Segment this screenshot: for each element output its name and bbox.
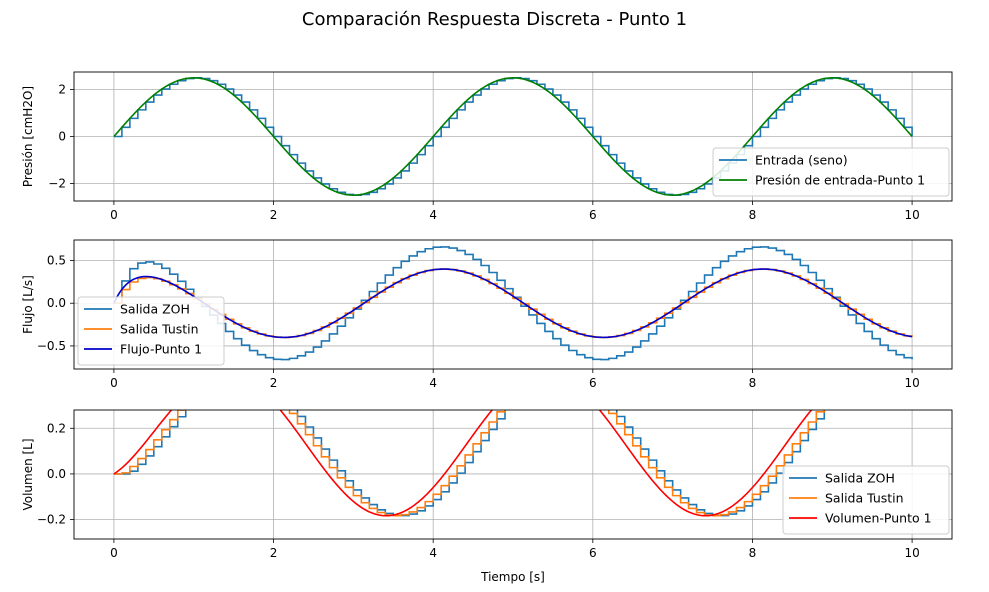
legend-entry: Salida Tustin [120, 322, 199, 337]
series-line-2 [113, 410, 826, 517]
y-tick-label: 0.5 [47, 254, 66, 268]
y-axis-label: Volumen [L] [21, 438, 35, 510]
x-tick-label: 10 [904, 376, 919, 390]
x-tick-label: 8 [749, 376, 757, 390]
legend-entry: Salida ZOH [825, 471, 895, 486]
x-tick-label: 6 [589, 208, 597, 222]
legend-entry: Flujo-Punto 1 [120, 342, 202, 357]
x-axis-label: Tiempo [s] [480, 570, 545, 584]
legend: Salida ZOH Salida Tustin Flujo-Punto 1 [77, 296, 225, 366]
y-tick-label: −2 [48, 176, 66, 190]
legend-entry: Presión de entrada-Punto 1 [755, 173, 925, 188]
x-tick-label: 6 [589, 546, 597, 560]
x-tick-label: 8 [749, 208, 757, 222]
axes-3: 0 2 4 6 8 10 −0.2 0.0 0.2 Volumen [L] Tiempo [s] Sa… [21, 409, 953, 584]
legend-entry: Entrada (seno) [755, 153, 848, 168]
y-tick-label: 0.0 [47, 467, 66, 481]
x-tick-label: 0 [110, 546, 118, 560]
axes-frame [73, 239, 953, 370]
y-tick-label: 0.0 [47, 296, 66, 310]
x-tick-label: 10 [904, 546, 919, 560]
series-line-2 [113, 77, 913, 196]
axes-frame [73, 409, 953, 540]
x-tick-label: 2 [270, 546, 278, 560]
legend-box [782, 465, 950, 535]
y-tick-label: 0 [58, 130, 66, 144]
y-tick-label: 0.2 [47, 421, 66, 435]
y-tick-label: 2 [58, 83, 66, 97]
y-axis-label: Presión [cmH2O] [21, 86, 35, 187]
x-tick-label: 6 [589, 376, 597, 390]
legend-box [77, 296, 225, 366]
legend: Entrada (seno) Presión de entrada-Punto 1 [712, 147, 950, 197]
legend-entry: Salida ZOH [120, 302, 190, 317]
axes-1: 0 2 4 6 8 10 −2 0 2 Presión [cmH2O] Entrada (seno)… [21, 71, 953, 222]
x-tick-label: 0 [110, 376, 118, 390]
y-axis-label: Flujo [L/s] [21, 275, 35, 334]
y-tick-label: −0.2 [37, 513, 66, 527]
figure-title: Comparación Respuesta Discreta - Punto 1 [302, 9, 687, 30]
x-tick-label: 2 [270, 376, 278, 390]
x-tick-label: 4 [429, 546, 437, 560]
x-tick-label: 2 [270, 208, 278, 222]
y-tick-label: −0.5 [37, 339, 66, 353]
x-tick-label: 4 [429, 376, 437, 390]
legend-entry: Volumen-Punto 1 [825, 511, 932, 526]
series-line-3 [113, 268, 913, 339]
series-line-3 [113, 410, 813, 517]
legend-entry: Salida Tustin [825, 491, 904, 506]
legend: Salida ZOH Salida Tustin Volumen-Punto 1 [782, 465, 950, 535]
x-tick-label: 4 [429, 208, 437, 222]
x-tick-label: 10 [904, 208, 919, 222]
x-tick-label: 0 [110, 208, 118, 222]
legend-box [712, 147, 950, 197]
x-tick-label: 8 [749, 546, 757, 560]
